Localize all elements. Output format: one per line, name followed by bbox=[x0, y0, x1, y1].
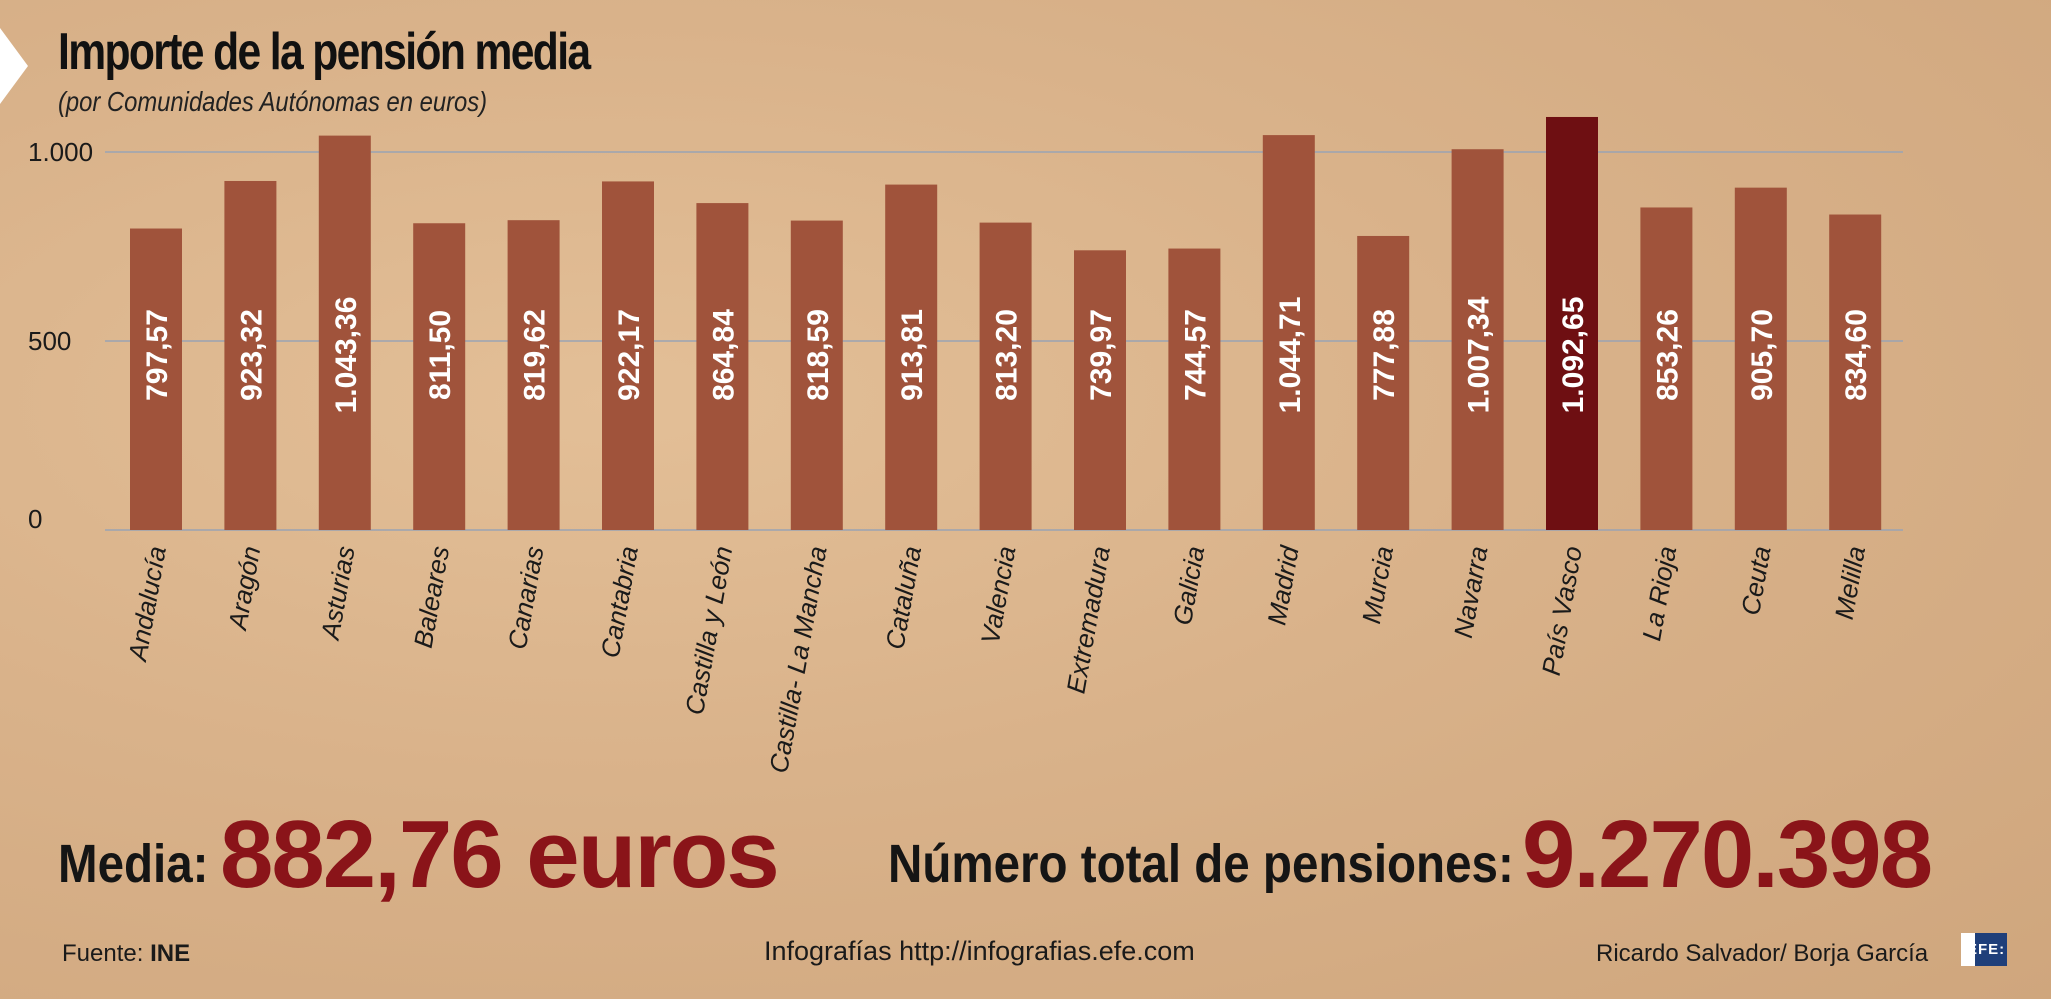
bar-cantabria bbox=[602, 181, 654, 530]
value-label: 922,17 bbox=[613, 309, 646, 401]
category-label: Castilla y León bbox=[679, 544, 738, 717]
y-tick-label: 0 bbox=[28, 504, 42, 534]
bar-arag-n bbox=[224, 180, 277, 530]
bar-ceuta bbox=[1734, 187, 1787, 531]
bar-galicia bbox=[1168, 248, 1221, 530]
bar-andaluc-a bbox=[130, 228, 182, 530]
value-label: 811,50 bbox=[424, 310, 457, 400]
value-label: 819,62 bbox=[519, 309, 552, 401]
value-label: 1.043,36 bbox=[330, 297, 363, 414]
source-value: INE bbox=[150, 940, 191, 967]
value-label: 1.044,71 bbox=[1274, 297, 1307, 414]
credit-site: Infografías http://infografias.efe.com bbox=[764, 936, 1195, 966]
y-tick-label: 1.000 bbox=[28, 137, 93, 167]
category-label: Cantabria bbox=[595, 544, 644, 660]
bar-navarra bbox=[1451, 149, 1504, 531]
category-label: País Vasco bbox=[1536, 544, 1588, 678]
media-label: Media: bbox=[58, 834, 209, 894]
total-pensions-value: 9.270.398 bbox=[1522, 801, 1933, 908]
bar-baleares bbox=[413, 223, 466, 531]
category-label: Aragón bbox=[222, 544, 266, 634]
category-label: Madrid bbox=[1261, 542, 1305, 627]
bar-canarias bbox=[507, 220, 560, 530]
bar-pa-s-vasco bbox=[1546, 116, 1598, 530]
category-label: Ceuta bbox=[1735, 544, 1777, 618]
y-tick-label: 500 bbox=[28, 326, 71, 356]
value-label: 739,97 bbox=[1085, 309, 1118, 401]
value-label: 905,70 bbox=[1746, 309, 1779, 401]
value-label: 853,26 bbox=[1651, 309, 1684, 401]
bar-castilla-y-le-n bbox=[696, 203, 749, 530]
source: Fuente: INE bbox=[62, 940, 190, 968]
bar-catalu-a bbox=[885, 184, 938, 530]
bar-chart: 0 500 1.000 797,57 Andalucía 923,32 Aragón 1.04… bbox=[28, 116, 1903, 775]
category-label: Cataluña bbox=[879, 544, 927, 652]
value-label: 1.007,34 bbox=[1463, 296, 1496, 413]
category-label: Galicia bbox=[1167, 544, 1210, 627]
value-label: 923,32 bbox=[235, 309, 268, 401]
category-label: Navarra bbox=[1448, 544, 1494, 640]
authors: Ricardo Salvador/ Borja García bbox=[1596, 940, 1929, 967]
corner-notch bbox=[0, 28, 28, 104]
bar-castilla-la-mancha bbox=[790, 220, 843, 530]
source-label: Fuente: bbox=[62, 940, 144, 967]
bar-la-rioja bbox=[1640, 207, 1693, 530]
category-label: Melilla bbox=[1829, 544, 1871, 622]
bar-valencia bbox=[979, 222, 1032, 530]
value-label: 744,57 bbox=[1179, 309, 1212, 401]
bar-madrid bbox=[1262, 135, 1315, 531]
value-label: 818,59 bbox=[802, 309, 835, 401]
value-label: 864,84 bbox=[707, 309, 740, 401]
value-label: 834,60 bbox=[1840, 309, 1873, 401]
category-label: Asturias bbox=[315, 544, 361, 644]
value-label: 1.092,65 bbox=[1557, 297, 1590, 414]
chart-title: Importe de la pensión media bbox=[58, 23, 591, 81]
category-label: Baleares bbox=[408, 544, 455, 650]
bar-extremadura bbox=[1074, 250, 1126, 531]
bar-asturias bbox=[318, 135, 371, 530]
value-label: 813,20 bbox=[991, 309, 1024, 401]
category-label: Andalucía bbox=[122, 544, 172, 665]
total-pensions-label: Número total de pensiones: bbox=[888, 834, 1514, 894]
chart-subtitle: (por Comunidades Autónomas en euros) bbox=[58, 86, 488, 117]
bar-murcia bbox=[1357, 235, 1410, 530]
value-label: 913,81 bbox=[896, 309, 929, 401]
category-label: Canarias bbox=[502, 544, 550, 652]
category-label: Castilla- La Mancha bbox=[763, 544, 832, 775]
value-label: 797,57 bbox=[141, 309, 174, 401]
category-label: Murcia bbox=[1356, 544, 1399, 626]
media-value: 882,76 euros bbox=[220, 801, 780, 908]
category-label: La Rioja bbox=[1636, 544, 1682, 643]
category-label: Valencia bbox=[975, 544, 1022, 646]
value-label: 777,88 bbox=[1368, 309, 1401, 401]
category-label: Extremadura bbox=[1061, 544, 1116, 696]
efe-logo: EFE: bbox=[1961, 933, 2007, 966]
bar-melilla bbox=[1829, 214, 1882, 531]
